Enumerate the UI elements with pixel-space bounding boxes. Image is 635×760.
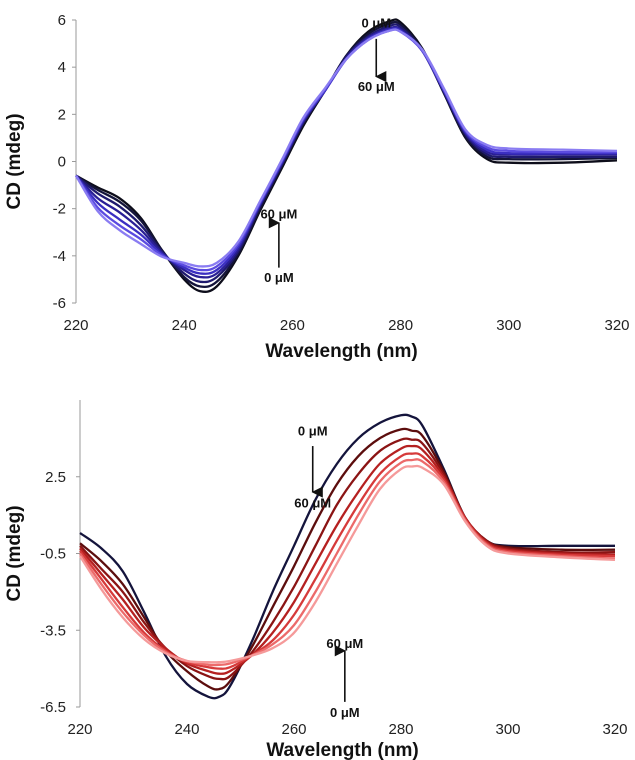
concentration-annotation: 0 μM xyxy=(298,424,328,439)
x-tick-label: 280 xyxy=(388,721,413,738)
concentration-annotation: 60 μM xyxy=(260,206,297,221)
x-tick-label: 320 xyxy=(604,317,629,334)
x-tick-label: 280 xyxy=(388,317,413,334)
series-line-6 xyxy=(79,464,616,664)
x-tick-label: 300 xyxy=(496,317,521,334)
series-line-6 xyxy=(75,28,618,268)
x-tick-label: 220 xyxy=(63,317,88,334)
y-tick-label: 6 xyxy=(58,12,66,29)
x-tick-label: 240 xyxy=(172,317,197,334)
concentration-annotation: 60 μM xyxy=(294,495,331,510)
x-tick-label: 220 xyxy=(67,721,92,738)
x-tick-label: 320 xyxy=(602,721,627,738)
y-tick-label: 2 xyxy=(58,106,66,123)
y-axis-title: CD (mdeg) xyxy=(4,505,25,601)
concentration-annotation: 60 μM xyxy=(326,636,363,651)
x-tick-label: 260 xyxy=(281,721,306,738)
concentration-annotation: 0 μM xyxy=(330,705,360,720)
cd-chart-blue-series: -6 -4 -2 0 2 4 6 220 240 260 280 300 320 Wavelength (… xyxy=(4,12,630,362)
x-tick-label: 300 xyxy=(495,721,520,738)
y-tick-label: 4 xyxy=(58,59,66,76)
y-tick-label: -6.5 xyxy=(40,699,66,716)
x-axis-title: Wavelength (nm) xyxy=(265,341,417,362)
concentration-annotation: 60 μM xyxy=(358,79,395,94)
y-tick-label: 0 xyxy=(58,154,66,171)
x-tick-label: 260 xyxy=(280,317,305,334)
y-tick-label: -2 xyxy=(53,201,66,218)
y-tick-label: 2.5 xyxy=(45,469,66,486)
y-axis-title: CD (mdeg) xyxy=(4,113,25,209)
x-tick-label: 240 xyxy=(174,721,199,738)
y-tick-label: -6 xyxy=(53,295,66,312)
concentration-annotation: 0 μM xyxy=(264,270,294,285)
y-tick-label: -4 xyxy=(53,248,66,265)
x-axis-title: Wavelength (nm) xyxy=(266,740,418,760)
y-tick-label: -3.5 xyxy=(40,622,66,639)
concentration-annotation: 0 μM xyxy=(361,15,391,30)
y-tick-label: -0.5 xyxy=(40,546,66,563)
cd-chart-red-series: -6.5 -3.5 -0.5 2.5 220 240 260 280 300 320 Wavelen… xyxy=(4,400,628,760)
